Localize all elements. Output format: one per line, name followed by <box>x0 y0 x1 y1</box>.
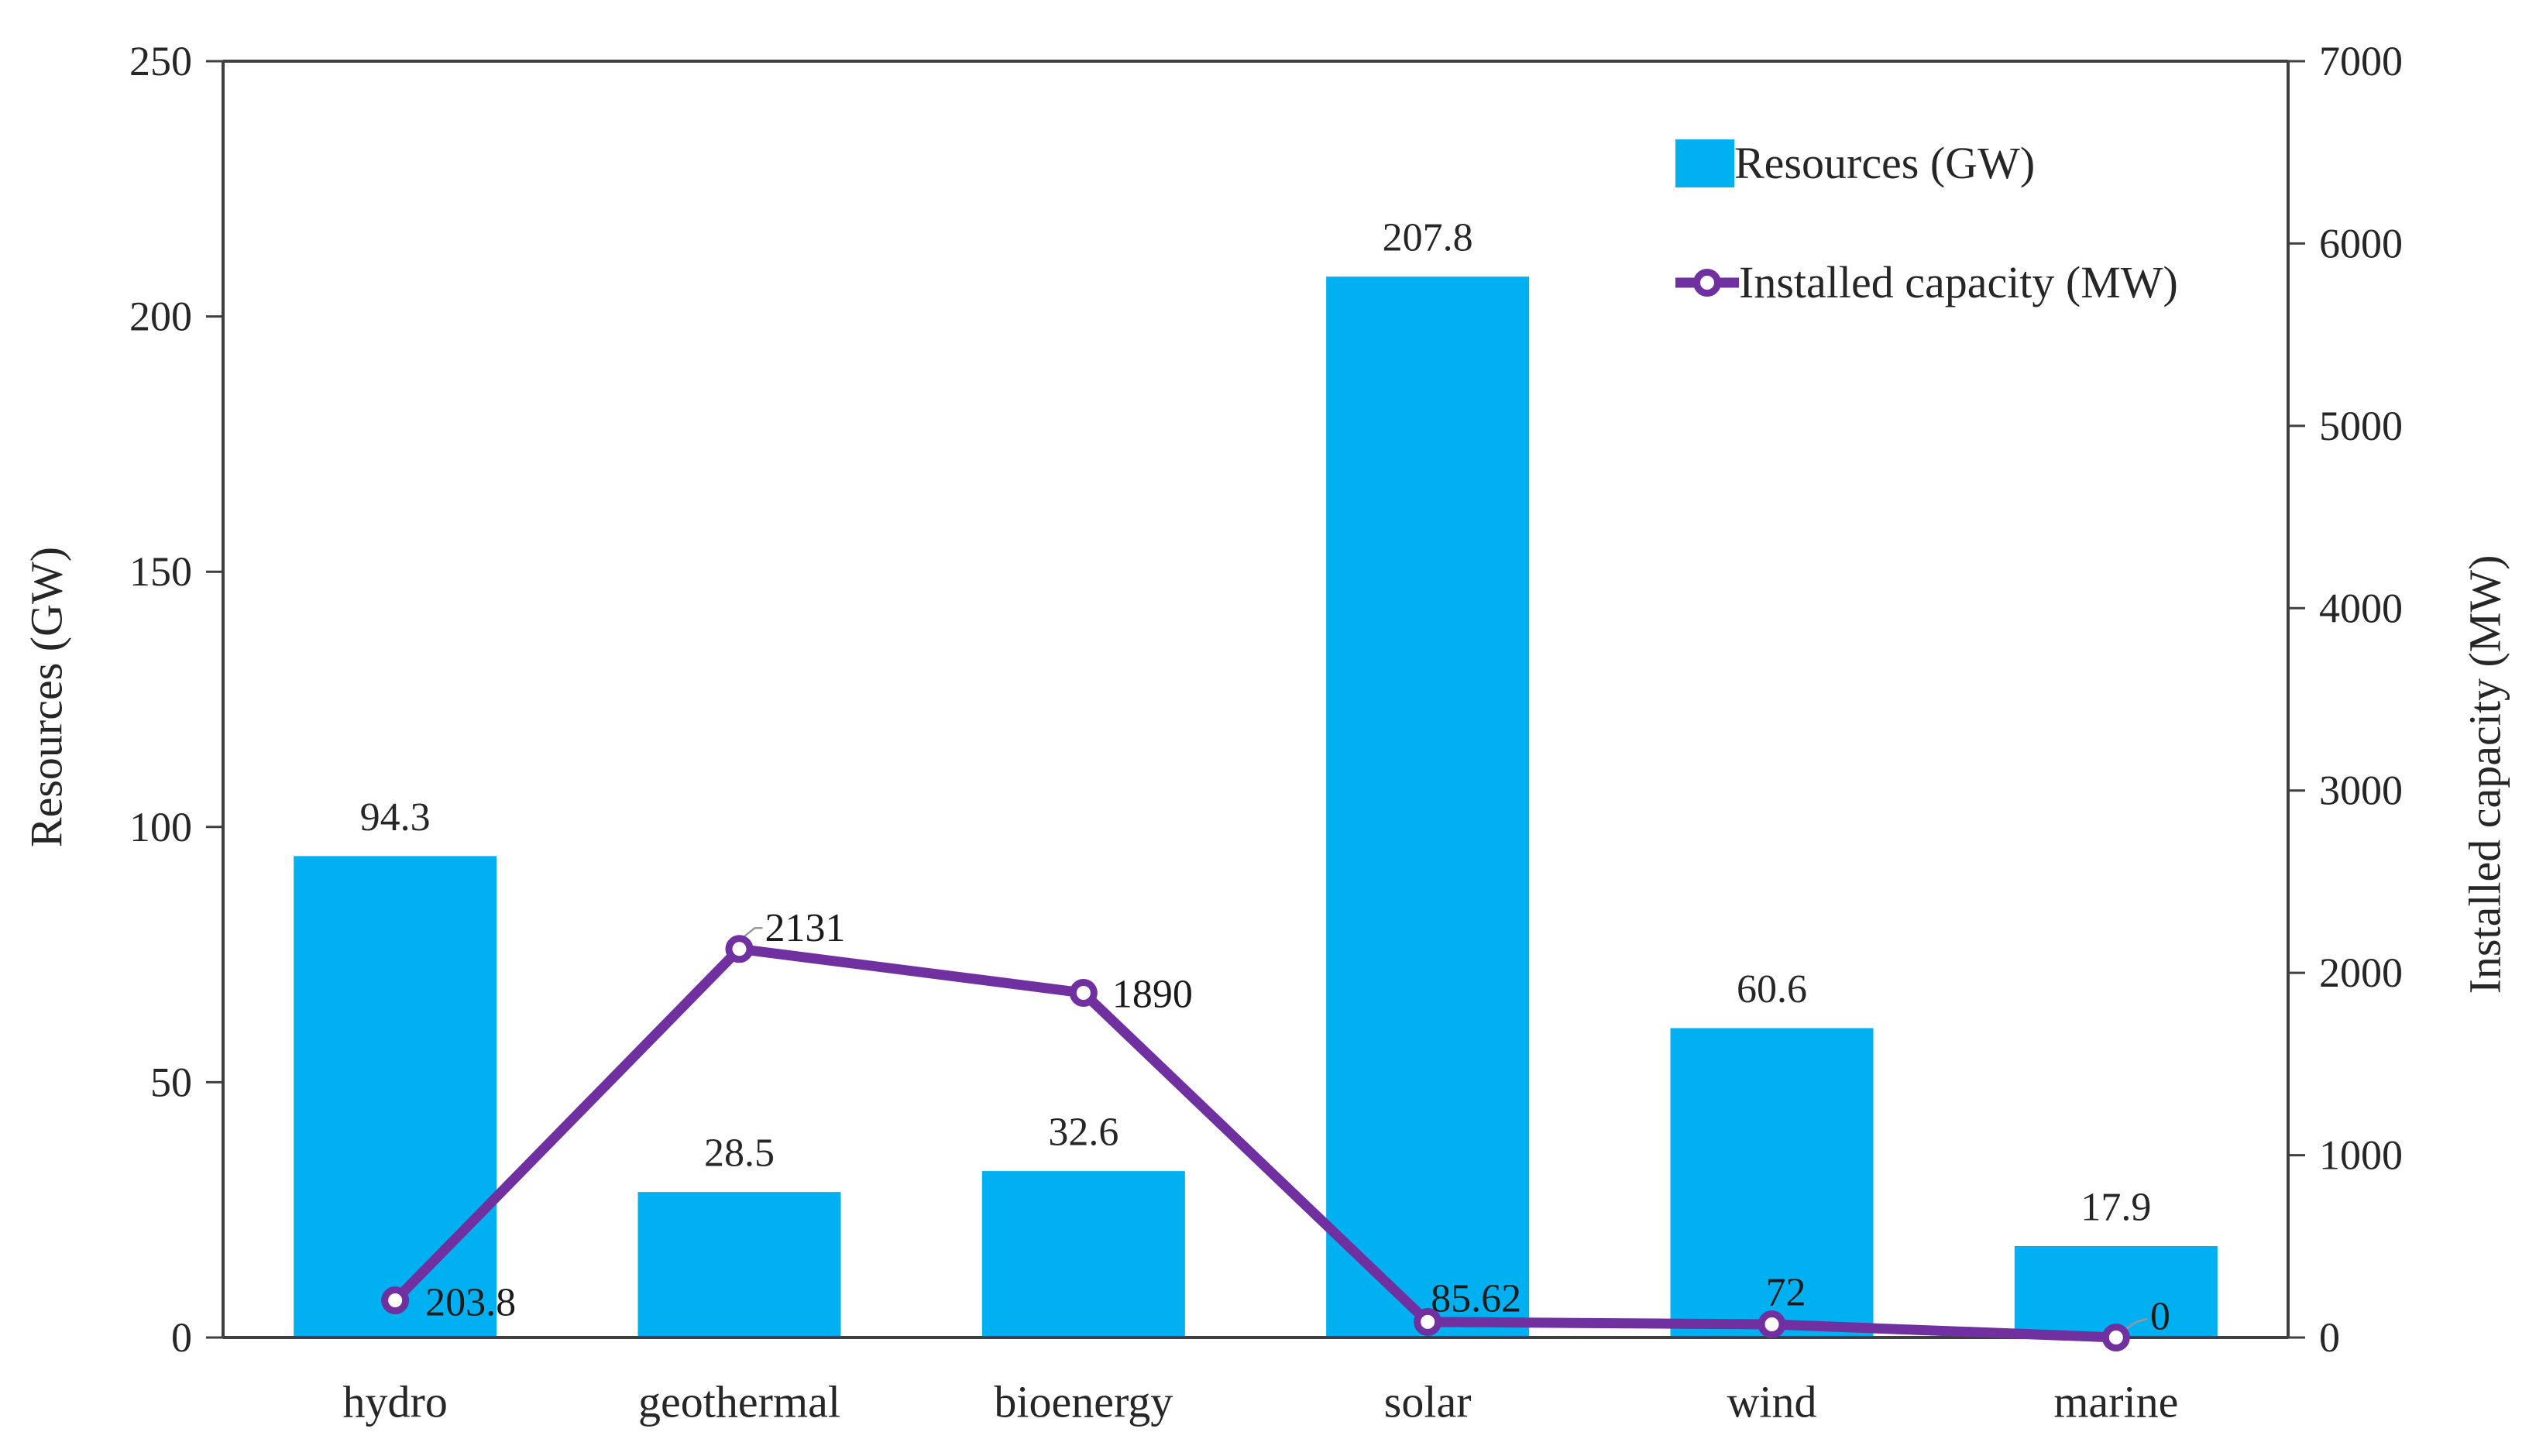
line-marker-swatch-icon <box>1675 259 1739 307</box>
right-axis-tick-label: 7000 <box>2319 38 2403 84</box>
line-point-marker-solar <box>1414 1307 1442 1336</box>
installed-capacity-line <box>390 943 2122 1343</box>
left-axis-tick-label: 100 <box>129 804 192 850</box>
right-axis-tick-label: 1000 <box>2319 1132 2403 1179</box>
point-value-label-wind: 72 <box>1766 1271 1806 1315</box>
left-axis-title: Resources (GW) <box>21 546 72 848</box>
left-axis-tick-label: 250 <box>129 38 192 84</box>
right-axis-tick-label: 4000 <box>2319 585 2403 631</box>
bar-value-label-wind: 60.6 <box>1737 967 1807 1011</box>
data-label-leader-line <box>743 927 763 938</box>
line-point-marker-marine <box>2101 1324 2130 1351</box>
bar-marine <box>2014 1246 2218 1338</box>
point-value-label-bioenergy: 1890 <box>1112 973 1193 1017</box>
point-value-label-geothermal: 2131 <box>765 906 846 950</box>
data-label-leader-line <box>2122 1317 2148 1333</box>
right-axis-tick-label: 3000 <box>2319 767 2403 814</box>
left-axis-tick-label: 0 <box>171 1314 192 1361</box>
right-axis-tick-label: 6000 <box>2319 220 2403 266</box>
legend-label-resources: Resources (GW) <box>1734 138 2036 188</box>
line-point-marker-bioenergy <box>1069 979 1098 1008</box>
right-axis-tick-label: 2000 <box>2319 949 2403 996</box>
bar-value-label-hydro: 94.3 <box>360 795 431 840</box>
point-value-label-hydro: 203.8 <box>425 1281 516 1325</box>
line-point-marker-hydro <box>381 1286 410 1315</box>
left-axis-tick-label: 50 <box>150 1059 192 1105</box>
legend: Resources (GW) Installed capacity (MW) <box>1675 139 2178 307</box>
bar-value-label-geothermal: 28.5 <box>704 1131 775 1176</box>
left-axis-tick-label: 200 <box>129 294 192 340</box>
x-category-label-solar: solar <box>1384 1377 1472 1427</box>
bar-bioenergy <box>981 1171 1185 1338</box>
bar-value-label-solar: 207.8 <box>1383 216 1473 260</box>
legend-item-installed-capacity: Installed capacity (MW) <box>1675 259 2178 307</box>
bar-hydro <box>294 856 497 1338</box>
point-value-label-solar: 85.62 <box>1431 1276 1521 1320</box>
x-category-label-bioenergy: bioenergy <box>994 1377 1173 1427</box>
legend-label-installed-capacity: Installed capacity (MW) <box>1739 257 2178 307</box>
right-axis-tick-label: 5000 <box>2319 403 2403 449</box>
bar-value-label-bioenergy: 32.6 <box>1048 1111 1118 1155</box>
bar-geothermal <box>637 1192 841 1338</box>
line-point-marker-wind <box>1758 1310 1786 1339</box>
bar-value-label-marine: 17.9 <box>2081 1186 2151 1230</box>
bar-solar <box>1326 276 1530 1338</box>
left-axis-tick-label: 150 <box>129 548 192 595</box>
x-category-label-marine: marine <box>2053 1377 2178 1427</box>
x-category-label-hydro: hydro <box>343 1377 448 1427</box>
point-value-label-marine: 0 <box>2150 1295 2170 1339</box>
legend-item-resources: Resources (GW) <box>1675 139 2178 187</box>
x-category-label-wind: wind <box>1727 1377 1817 1427</box>
line-point-marker-geothermal <box>725 935 754 963</box>
right-axis-title: Installed capacity (MW) <box>2459 555 2510 994</box>
bar-swatch-icon <box>1675 139 1734 187</box>
bar-wind <box>1670 1028 1874 1338</box>
x-category-label-geothermal: geothermal <box>638 1377 840 1427</box>
right-axis-tick-label: 0 <box>2319 1314 2340 1361</box>
